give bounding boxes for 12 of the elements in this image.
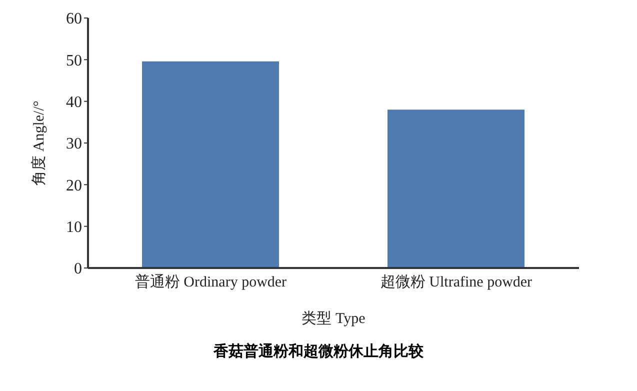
x-axis-title: 类型 Type <box>302 310 366 327</box>
x-tick-label: 超微粉 Ultrafine powder <box>380 274 532 291</box>
y-tick-label: 0 <box>74 260 82 278</box>
y-tick-label: 10 <box>66 219 82 236</box>
y-tick-label: 50 <box>66 52 82 70</box>
y-tick-label: 30 <box>66 136 82 153</box>
y-tick-label: 20 <box>66 177 82 194</box>
y-axis-title: 角度 Angle//° <box>30 100 48 186</box>
y-tick-label: 40 <box>66 94 82 112</box>
y-tick-label: 60 <box>66 10 82 28</box>
text: 香菇普通粉和超微粉休止角比较 <box>212 342 424 361</box>
x-tick-label: 普通粉 Ordinary powder <box>134 274 287 291</box>
